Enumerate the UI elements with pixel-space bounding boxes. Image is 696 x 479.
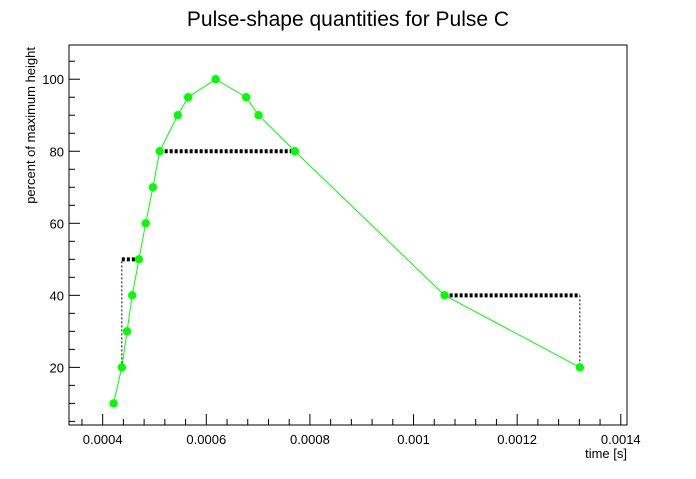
series-markers-layer	[109, 75, 585, 408]
series-line	[113, 78, 581, 404]
x-tick-label: 0.0014	[601, 432, 641, 447]
data-point	[183, 93, 193, 102]
y-tick-label: 60	[50, 216, 64, 231]
x-tick-label: 0.0004	[83, 432, 123, 447]
data-point	[148, 183, 158, 192]
x-tick-label: 0.0008	[290, 432, 330, 447]
x-axis-label: time [s]	[585, 446, 627, 461]
x-tick-label: 0.0006	[186, 432, 226, 447]
plot-frame-layer	[68, 44, 628, 426]
x-tick-label: 0.0012	[497, 432, 537, 447]
data-point	[128, 291, 137, 300]
y-tick-label: 40	[50, 288, 64, 303]
data-point	[109, 399, 118, 408]
axis-ticks-layer: 0.0004 0.0006 0.0008 0.001 0.0012 0.0014 20 40 6…	[42, 60, 641, 447]
data-point	[575, 363, 585, 372]
y-axis-label: percent of maximum height	[23, 47, 38, 204]
data-point	[122, 327, 132, 336]
y-tick-label: 20	[50, 360, 64, 375]
data-point	[155, 147, 164, 156]
data-point	[211, 75, 220, 84]
y-tick-label: 80	[50, 144, 64, 159]
data-point	[141, 219, 150, 228]
series-line-layer	[113, 78, 581, 404]
data-point	[254, 111, 263, 120]
data-point	[440, 291, 449, 300]
data-point	[173, 111, 183, 120]
y-tick-label: 100	[42, 72, 64, 87]
data-point	[241, 93, 251, 102]
x-tick-label: 0.001	[397, 432, 430, 447]
plot-frame	[68, 44, 628, 426]
data-point	[134, 255, 144, 264]
annotation-layer	[121, 149, 581, 368]
data-point	[117, 363, 127, 372]
data-point	[290, 147, 300, 156]
chart-title: Pulse-shape quantities for Pulse C	[187, 8, 509, 31]
